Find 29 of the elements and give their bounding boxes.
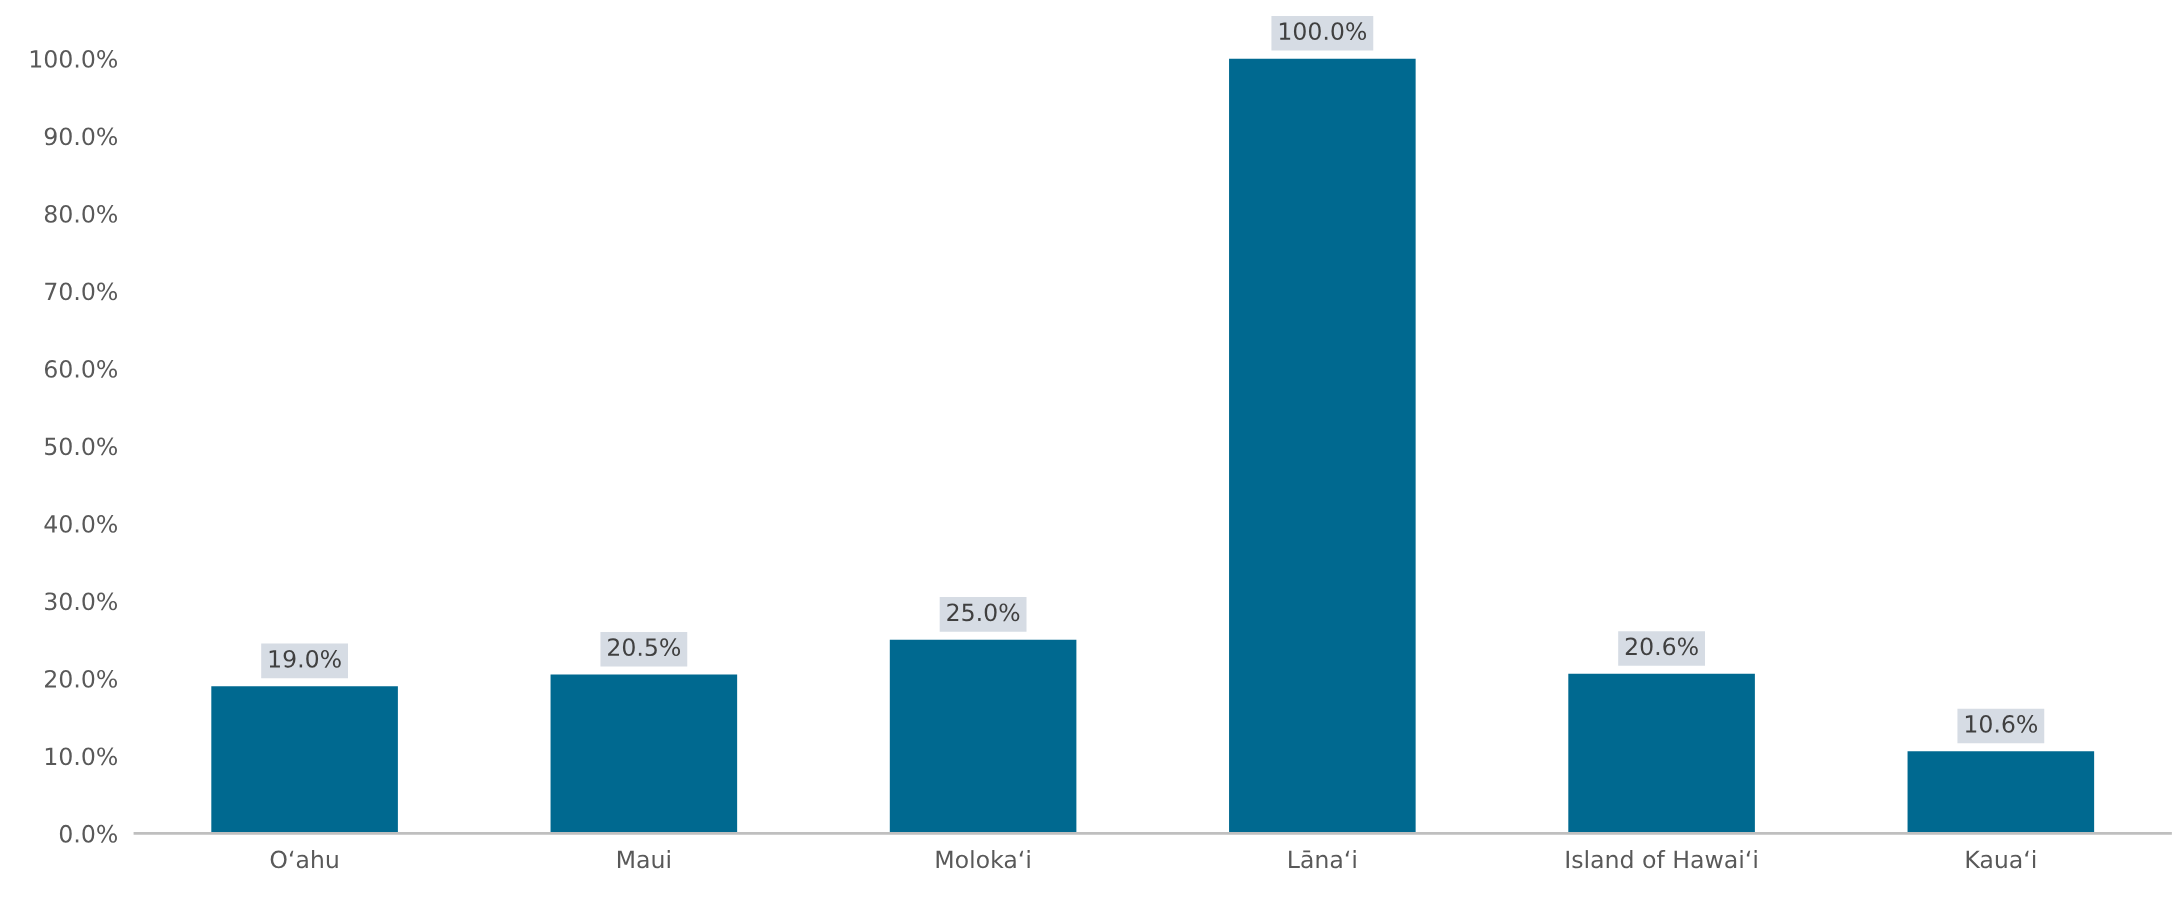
data-label: 10.6% — [1965, 714, 2038, 733]
y-tick-label: 40.0% — [44, 514, 118, 533]
y-tick-label: 50.0% — [45, 437, 118, 456]
x-tick-label: Moloka‘i — [936, 850, 1030, 869]
data-label: 20.6% — [1625, 637, 1698, 656]
bar — [1907, 751, 2095, 834]
y-tick-label: 20.0% — [45, 669, 118, 688]
y-tick-label: 100.0% — [30, 50, 117, 68]
x-tick-label: Kaua‘i — [1966, 850, 2036, 869]
x-tick-label: O‘ahu — [270, 850, 338, 869]
y-tick-label: 70.0% — [45, 282, 118, 301]
y-tick-label: 10.0% — [45, 747, 118, 766]
x-tick-label: Island of Hawai‘i — [1566, 850, 1757, 869]
x-tick-label: Lāna‘i — [1289, 850, 1356, 869]
data-label: 100.0% — [1279, 22, 1367, 41]
bar — [211, 686, 398, 834]
bar — [1229, 58, 1416, 834]
bar — [550, 674, 738, 834]
y-tick-label: 60.0% — [44, 359, 118, 378]
bar — [889, 639, 1077, 834]
y-tick-label: 80.0% — [44, 204, 118, 223]
data-label: 19.0% — [269, 649, 341, 668]
y-tick-label: 0.0% — [59, 824, 118, 843]
y-tick-label: 90.0% — [44, 127, 118, 146]
data-label: 25.0% — [947, 603, 1020, 622]
x-tick-label: Maui — [617, 850, 670, 869]
bar — [1568, 673, 1755, 834]
y-tick-label: 30.0% — [45, 592, 118, 611]
data-label: 20.5% — [608, 638, 681, 657]
